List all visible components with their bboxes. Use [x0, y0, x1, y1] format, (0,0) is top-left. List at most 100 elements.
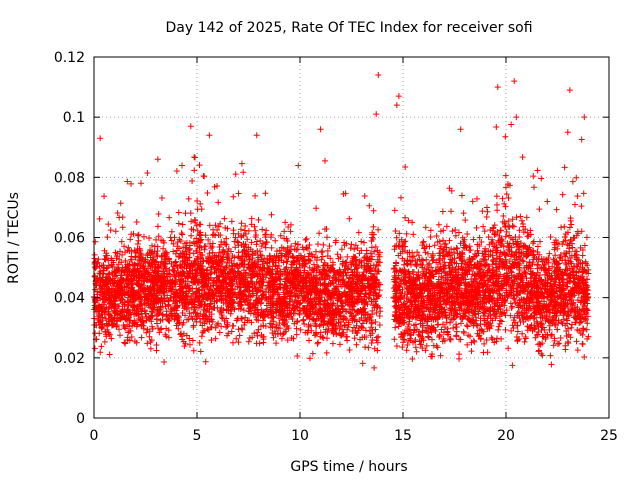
data-point: [121, 324, 128, 331]
data-point: [223, 263, 230, 270]
data-point: [113, 323, 120, 330]
data-point: [324, 335, 331, 342]
data-point: [315, 264, 322, 271]
data-point: [495, 323, 502, 330]
data-point: [579, 341, 586, 348]
data-point: [516, 315, 523, 322]
data-point: [392, 227, 399, 234]
data-point: [363, 318, 370, 325]
data-point: [106, 351, 113, 358]
data-point: [269, 330, 276, 337]
data-point: [469, 198, 476, 205]
data-point: [211, 269, 218, 276]
data-point: [273, 340, 280, 347]
data-point: [419, 261, 426, 268]
data-point: [485, 234, 492, 241]
data-point: [571, 201, 578, 208]
data-point: [509, 251, 516, 258]
data-point: [229, 339, 236, 346]
data-point: [569, 267, 576, 274]
data-point: [213, 292, 220, 299]
data-point: [362, 301, 369, 308]
data-point: [441, 259, 448, 266]
data-point: [241, 319, 248, 326]
data-point: [365, 283, 372, 290]
data-point: [108, 255, 115, 262]
data-point: [96, 330, 103, 337]
data-point: [118, 296, 125, 303]
data-point: [412, 344, 419, 351]
data-point: [536, 340, 543, 347]
data-point: [230, 193, 237, 200]
data-point: [339, 273, 346, 280]
data-point: [456, 351, 463, 358]
data-point: [175, 254, 182, 261]
data-point: [157, 326, 164, 333]
data-point: [370, 207, 377, 214]
data-point: [119, 214, 126, 221]
data-point: [320, 241, 327, 248]
data-point: [403, 230, 410, 237]
data-point: [508, 327, 515, 334]
data-point: [100, 301, 107, 308]
data-point: [579, 264, 586, 271]
data-point: [143, 317, 150, 324]
data-point: [547, 352, 554, 359]
data-point: [202, 358, 209, 365]
data-point: [311, 332, 318, 339]
data-point: [436, 238, 443, 245]
data-point: [534, 262, 541, 269]
data-point: [215, 223, 222, 230]
data-point: [100, 267, 107, 274]
data-point: [202, 232, 209, 239]
data-point: [402, 163, 409, 170]
data-point: [300, 276, 307, 283]
data-point: [480, 223, 487, 230]
data-point: [238, 315, 245, 322]
data-point: [577, 244, 584, 251]
data-point: [238, 315, 245, 322]
data-point: [427, 233, 434, 240]
data-point: [160, 245, 167, 252]
data-point: [376, 287, 383, 294]
data-point: [248, 215, 255, 222]
data-point: [349, 294, 356, 301]
data-point: [301, 320, 308, 327]
data-point: [339, 300, 346, 307]
data-point: [584, 307, 591, 314]
data-point: [430, 308, 437, 315]
data-point: [232, 171, 239, 178]
data-point: [555, 320, 562, 327]
data-point: [264, 311, 271, 318]
data-point: [467, 258, 474, 265]
data-point: [272, 237, 279, 244]
data-point: [471, 338, 478, 345]
data-point: [184, 261, 191, 268]
data-point: [122, 325, 129, 332]
data-point: [133, 219, 140, 226]
data-point: [291, 306, 298, 313]
data-point: [240, 169, 247, 176]
data-point: [238, 325, 245, 332]
data-point: [154, 247, 161, 254]
data-point: [367, 262, 374, 269]
data-point: [447, 256, 454, 263]
data-point: [354, 329, 361, 336]
data-point: [208, 324, 215, 331]
data-point: [206, 250, 213, 257]
data-point: [392, 279, 399, 286]
data-point: [568, 221, 575, 228]
data-point: [505, 181, 512, 188]
data-point: [533, 318, 540, 325]
data-point: [313, 272, 320, 279]
data-point: [466, 261, 473, 268]
data-point: [117, 332, 124, 339]
data-point: [435, 321, 442, 328]
data-point: [481, 228, 488, 235]
data-point: [273, 321, 280, 328]
data-point: [334, 251, 341, 258]
data-point: [305, 323, 312, 330]
data-point: [429, 353, 436, 360]
data-point: [209, 249, 216, 256]
data-point: [253, 238, 260, 245]
